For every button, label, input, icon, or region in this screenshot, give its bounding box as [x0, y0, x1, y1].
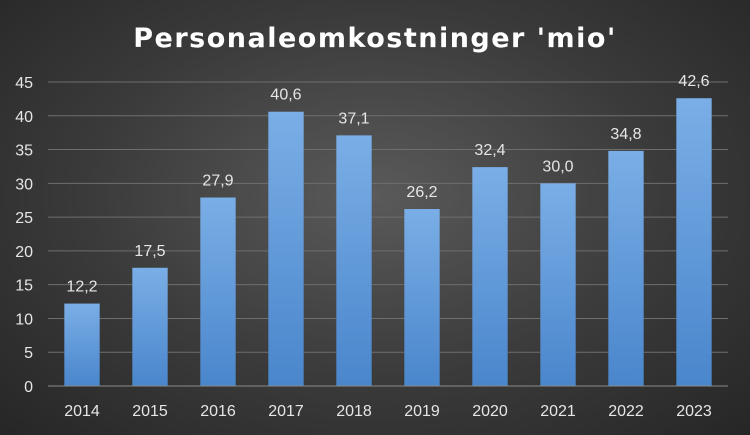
x-tick-label: 2014: [64, 403, 100, 420]
bar: [64, 303, 100, 386]
y-tick-label: 0: [24, 379, 33, 396]
y-tick-label: 35: [15, 143, 33, 160]
bar: [540, 183, 576, 386]
bar: [472, 167, 508, 386]
bar: [676, 98, 712, 387]
data-label: 26,2: [406, 184, 437, 201]
y-tick-label: 30: [15, 176, 33, 193]
x-tick-label: 2020: [472, 403, 508, 420]
data-label: 17,5: [134, 243, 165, 260]
data-label: 30,0: [542, 158, 573, 175]
bar: [336, 135, 372, 386]
y-tick-label: 40: [15, 109, 33, 126]
data-label: 27,9: [202, 173, 233, 190]
x-axis-ticks: 2014 2015 2016 2017 2018 2019 2020 2021 2022 2023: [64, 403, 712, 420]
bar: [268, 111, 304, 387]
x-tick-label: 2019: [404, 403, 440, 420]
x-tick-label: 2023: [676, 403, 712, 420]
data-labels: 12,2 17,5 27,9 40,6 37,1 26,2 32,4 30,0 34,8 42,6: [66, 73, 709, 295]
bar: [608, 150, 644, 386]
y-tick-label: 25: [15, 210, 33, 227]
data-label: 42,6: [678, 73, 709, 90]
y-tick-label: 20: [15, 244, 33, 261]
x-tick-label: 2018: [336, 403, 372, 420]
bar: [404, 209, 440, 386]
x-tick-label: 2016: [200, 403, 236, 420]
data-label: 34,8: [610, 126, 641, 143]
chart-title: Personaleomkostninger 'mio': [133, 23, 617, 54]
bar: [200, 197, 236, 386]
bar: [132, 267, 168, 386]
bars: [64, 98, 712, 387]
data-label: 32,4: [474, 142, 505, 159]
y-tick-label: 10: [15, 311, 33, 328]
x-tick-label: 2017: [268, 403, 304, 420]
y-tick-label: 5: [24, 345, 33, 362]
x-tick-label: 2021: [540, 403, 576, 420]
data-label: 12,2: [66, 279, 97, 296]
x-tick-label: 2022: [608, 403, 644, 420]
y-tick-label: 15: [15, 278, 33, 295]
y-tick-label: 45: [15, 75, 33, 92]
data-label: 37,1: [338, 110, 369, 127]
y-axis-ticks: 0 5 10 15 20 25 30 35 40 45: [15, 75, 33, 396]
x-tick-label: 2015: [132, 403, 168, 420]
data-label: 40,6: [270, 87, 301, 104]
